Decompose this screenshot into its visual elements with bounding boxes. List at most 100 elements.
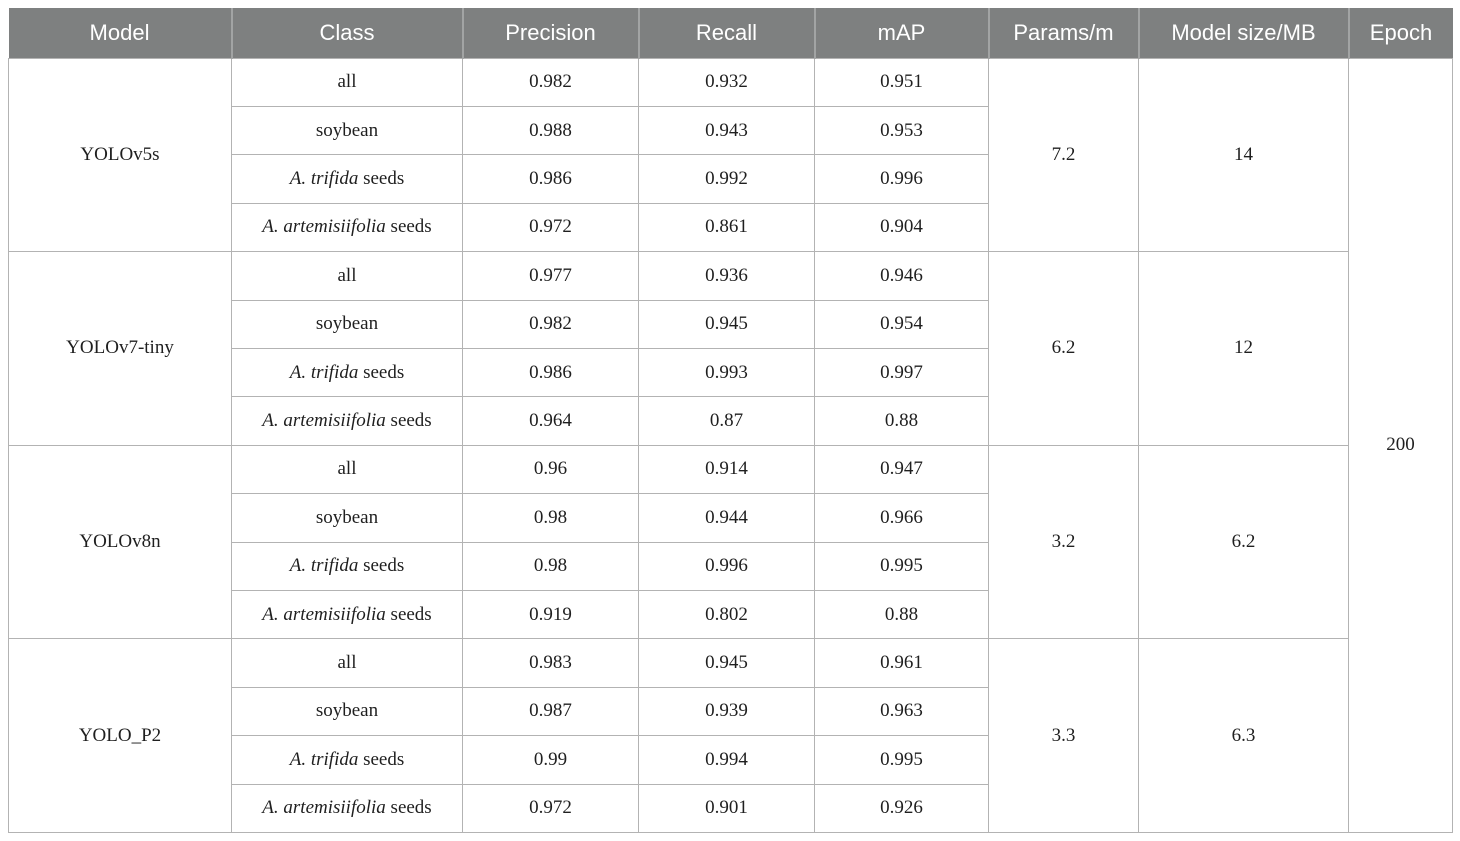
- precision-cell: 0.972: [462, 202, 639, 253]
- epoch-cell: 200: [1348, 57, 1453, 833]
- class-cell: soybean: [231, 299, 463, 349]
- table-row: YOLOv7-tiny all 0.977 0.936 0.946 6.2 12: [8, 251, 1453, 446]
- table-row: soybean 0.987 0.939 0.963: [9, 686, 1453, 737]
- map-cell: 0.951: [814, 57, 989, 107]
- class-cell: A. trifida seeds: [231, 154, 463, 204]
- recall-cell: 0.993: [638, 347, 815, 398]
- precision-cell: 0.986: [462, 347, 639, 398]
- precision-cell: 0.986: [462, 154, 639, 204]
- table-row: YOLO_P2 all 0.983 0.945 0.961 3.3 6.3: [8, 638, 1453, 833]
- class-label: soybean: [315, 700, 379, 722]
- table-row: A. artemisiifolia seeds 0.972 0.901 0.92…: [9, 783, 1453, 834]
- col-header-recall: Recall: [637, 8, 815, 58]
- table-row: A. trifida seeds 0.99 0.994 0.995: [9, 735, 1453, 785]
- precision-cell: 0.96: [462, 444, 639, 495]
- class-cell: A. artemisiifolia seeds: [231, 202, 463, 253]
- map-cell: 0.961: [814, 638, 989, 688]
- class-species-italic: A. trifida: [289, 555, 359, 577]
- class-label: soybean: [315, 506, 379, 528]
- class-label: seeds: [358, 361, 405, 383]
- map-cell: 0.997: [814, 347, 989, 398]
- table-row: A. trifida seeds 0.986 0.993 0.997: [9, 347, 1453, 398]
- class-species-italic: A. trifida: [289, 168, 359, 190]
- table-row: soybean 0.98 0.944 0.966: [9, 493, 1453, 543]
- class-cell: soybean: [231, 493, 463, 543]
- map-cell: 0.953: [814, 105, 989, 156]
- col-header-params: Params/m: [987, 8, 1139, 58]
- class-species-italic: A. trifida: [289, 748, 359, 770]
- model-cell: YOLOv5s: [8, 57, 232, 253]
- map-cell: 0.88: [814, 589, 989, 640]
- recall-cell: 0.943: [638, 105, 815, 156]
- params-cell: 3.3: [988, 638, 1139, 833]
- recall-cell: 0.901: [638, 783, 815, 834]
- precision-cell: 0.964: [462, 396, 639, 446]
- map-cell: 0.904: [814, 202, 989, 253]
- class-label: seeds: [358, 748, 405, 770]
- recall-cell: 0.914: [638, 444, 815, 495]
- class-species-italic: A. artemisiifolia: [262, 410, 386, 432]
- recall-cell: 0.945: [638, 299, 815, 349]
- col-header-class: Class: [230, 8, 463, 58]
- class-cell: A. artemisiifolia seeds: [231, 589, 463, 640]
- col-header-model-size: Model size/MB: [1137, 8, 1349, 58]
- class-label: seeds: [385, 216, 432, 238]
- recall-cell: 0.996: [638, 541, 815, 591]
- class-cell: A. trifida seeds: [231, 541, 463, 591]
- class-cell: A. trifida seeds: [231, 735, 463, 785]
- class-species-italic: A. artemisiifolia: [262, 797, 386, 819]
- table-row: A. artemisiifolia seeds 0.919 0.802 0.88: [9, 589, 1453, 640]
- recall-cell: 0.944: [638, 493, 815, 543]
- map-cell: 0.88: [814, 396, 989, 446]
- table-row: A. trifida seeds 0.986 0.992 0.996: [9, 154, 1453, 204]
- table-header: Model Class Precision Recall mAP Params/…: [8, 8, 1453, 58]
- class-species-italic: A. artemisiifolia: [262, 603, 386, 625]
- map-cell: 0.996: [814, 154, 989, 204]
- model-size-cell: 6.2: [1138, 444, 1349, 640]
- precision-cell: 0.99: [462, 735, 639, 785]
- precision-cell: 0.983: [462, 638, 639, 688]
- model-size-cell: 12: [1138, 251, 1349, 446]
- map-cell: 0.946: [814, 251, 989, 301]
- table-row: A. artemisiifolia seeds 0.972 0.861 0.90…: [9, 202, 1453, 253]
- class-label: seeds: [385, 797, 432, 819]
- table-row: soybean 0.982 0.945 0.954: [9, 299, 1453, 349]
- class-label: all: [337, 652, 357, 674]
- class-label: seeds: [385, 410, 432, 432]
- model-metrics-table: Model Class Precision Recall mAP Params/…: [8, 8, 1453, 834]
- class-label: soybean: [315, 119, 379, 141]
- recall-cell: 0.939: [638, 686, 815, 737]
- map-cell: 0.995: [814, 541, 989, 591]
- class-cell: all: [231, 444, 463, 495]
- model-size-cell: 14: [1138, 57, 1349, 253]
- precision-cell: 0.919: [462, 589, 639, 640]
- recall-cell: 0.945: [638, 638, 815, 688]
- recall-cell: 0.87: [638, 396, 815, 446]
- class-species-italic: A. artemisiifolia: [262, 216, 386, 238]
- class-label: seeds: [358, 168, 405, 190]
- recall-cell: 0.802: [638, 589, 815, 640]
- params-cell: 3.2: [988, 444, 1139, 640]
- col-header-precision: Precision: [461, 8, 639, 58]
- params-cell: 6.2: [988, 251, 1139, 446]
- table-row: soybean 0.988 0.943 0.953: [9, 105, 1453, 156]
- class-species-italic: A. trifida: [289, 361, 359, 383]
- class-label: soybean: [315, 313, 379, 335]
- class-cell: all: [231, 638, 463, 688]
- recall-cell: 0.861: [638, 202, 815, 253]
- recall-cell: 0.994: [638, 735, 815, 785]
- map-cell: 0.947: [814, 444, 989, 495]
- params-cell: 7.2: [988, 57, 1139, 253]
- col-header-epoch: Epoch: [1347, 8, 1453, 58]
- map-cell: 0.966: [814, 493, 989, 543]
- class-cell: A. trifida seeds: [231, 347, 463, 398]
- precision-cell: 0.972: [462, 783, 639, 834]
- map-cell: 0.954: [814, 299, 989, 349]
- class-cell: all: [231, 57, 463, 107]
- precision-cell: 0.98: [462, 541, 639, 591]
- recall-cell: 0.992: [638, 154, 815, 204]
- model-size-cell: 6.3: [1138, 638, 1349, 833]
- class-cell: all: [231, 251, 463, 301]
- precision-cell: 0.987: [462, 686, 639, 737]
